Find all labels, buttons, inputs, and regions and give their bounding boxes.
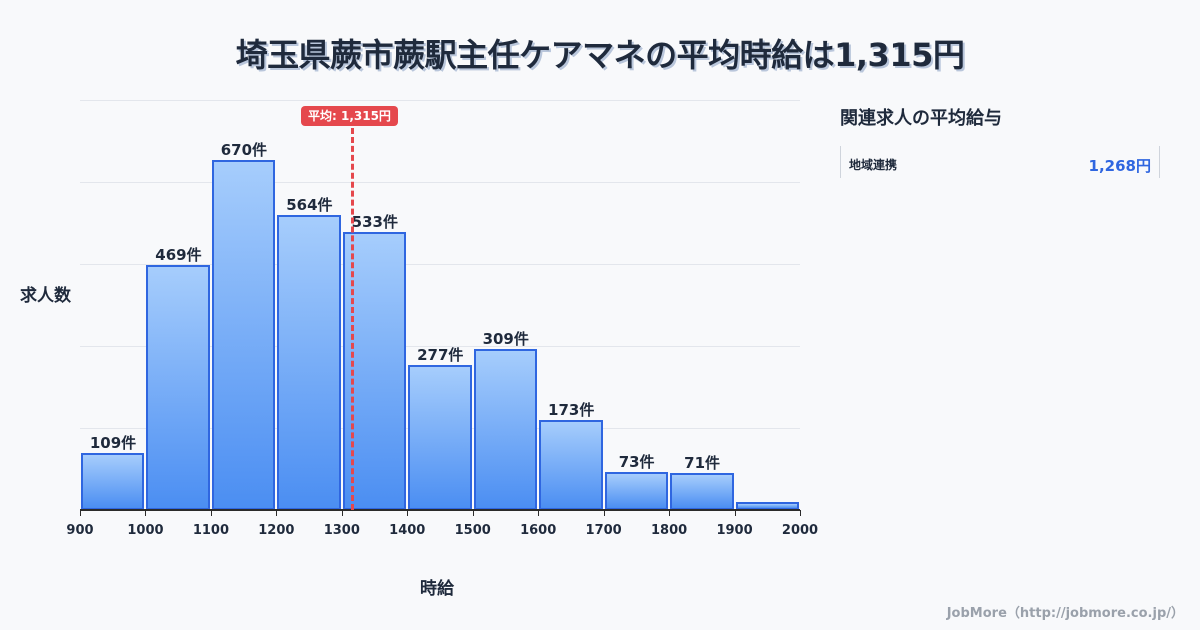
x-tick xyxy=(341,510,343,516)
histogram-bar xyxy=(670,472,734,510)
y-axis-label: 求人数 xyxy=(20,286,71,306)
mean-line xyxy=(350,128,354,510)
x-tick xyxy=(145,510,147,516)
histogram-bar xyxy=(604,471,669,510)
related-job-item[interactable]: 地域連携 1,268円 xyxy=(840,146,1160,178)
x-tick xyxy=(210,510,212,516)
mean-badge: 平均: 1,315円 xyxy=(301,106,398,126)
related-jobs-title: 関連求人の平均給与 xyxy=(840,108,1002,129)
credit-text: JobMore（http://jobmore.co.jp/） xyxy=(946,606,1184,621)
x-axis-label: 時給 xyxy=(420,579,454,599)
histogram-bar xyxy=(211,160,276,510)
histogram-bar xyxy=(277,215,341,510)
x-tick xyxy=(603,510,605,516)
x-tick xyxy=(669,510,671,516)
bar-value-label: 564件 xyxy=(286,196,333,215)
gridline xyxy=(80,264,800,265)
x-tick xyxy=(80,510,81,516)
histogram-bar xyxy=(146,265,210,510)
x-tick-label: 900 xyxy=(66,523,94,538)
related-job-label: 地域連携 xyxy=(849,158,898,172)
bar-value-label: 109件 xyxy=(89,434,137,453)
bar-value-label: 73件 xyxy=(618,452,655,471)
x-tick-label: 1900 xyxy=(716,523,753,538)
x-tick xyxy=(276,510,278,516)
x-tick-label: 2000 xyxy=(781,523,819,538)
x-tick-label: 1600 xyxy=(520,523,557,538)
x-tick xyxy=(734,510,736,516)
histogram-bar xyxy=(81,453,145,510)
x-tick xyxy=(407,510,409,516)
histogram-bar xyxy=(473,348,538,510)
gridline xyxy=(80,346,800,347)
x-tick xyxy=(472,510,474,516)
histogram-bar xyxy=(539,419,603,510)
x-tick-label: 1000 xyxy=(127,523,164,538)
x-axis-line xyxy=(80,509,800,511)
bar-value-label: 469件 xyxy=(155,246,202,265)
x-tick-label: 1700 xyxy=(585,523,622,538)
histogram-chart: 109件 469件 670件 564件 533件 277件 309件 173件 73件 71件 9… xyxy=(20,100,819,599)
x-tick-label: 1300 xyxy=(323,523,360,538)
x-tick xyxy=(800,510,801,516)
gridline xyxy=(80,182,800,183)
x-tick-label: 1200 xyxy=(258,523,295,538)
x-tick-label: 1100 xyxy=(192,523,229,538)
bar-value-label: 173件 xyxy=(548,400,595,419)
bar-value-label: 533件 xyxy=(351,212,398,231)
gridline xyxy=(80,100,800,101)
bar-value-label: 309件 xyxy=(482,329,529,348)
x-tick xyxy=(538,510,540,516)
page-title: 埼玉県蕨市蕨駅主任ケアマネの平均時給は1,315円 xyxy=(235,36,965,74)
bar-value-label: 71件 xyxy=(684,453,721,472)
x-tick-label: 1800 xyxy=(650,523,688,538)
bar-value-label: 277件 xyxy=(417,346,464,365)
x-tick-label: 1400 xyxy=(389,523,426,538)
related-job-value: 1,268円 xyxy=(1088,157,1151,175)
histogram-bar xyxy=(408,365,472,510)
bar-value-label: 670件 xyxy=(220,141,268,160)
x-tick-label: 1500 xyxy=(454,523,491,538)
